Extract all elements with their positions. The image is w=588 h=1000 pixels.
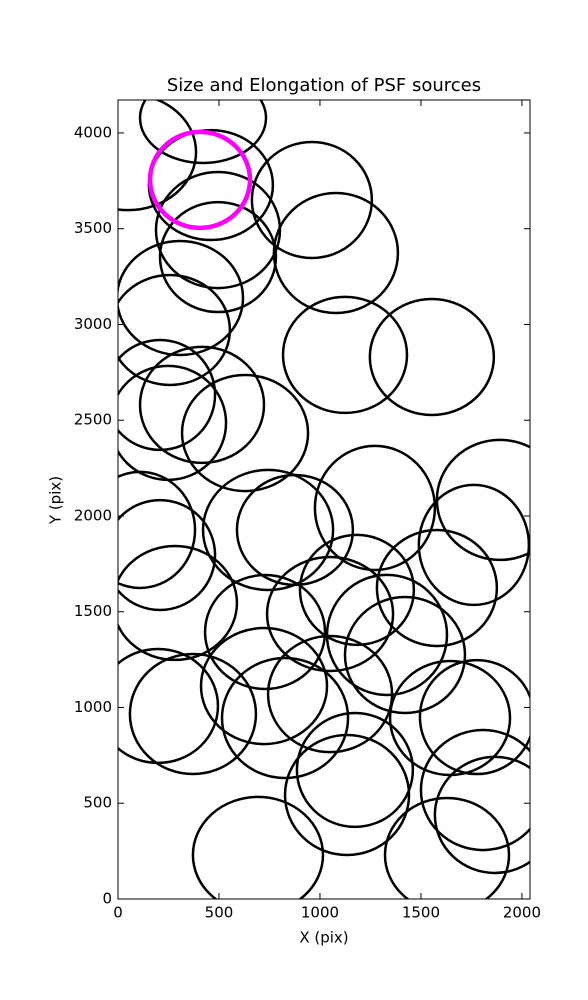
y-tick-label: 2000 (74, 506, 112, 524)
y-tick-label: 0 (102, 890, 112, 908)
psf-ellipse (180, 373, 310, 493)
x-tick-label: 2000 (503, 904, 541, 922)
y-axis-label: Y (pix) (47, 476, 65, 525)
x-tick-label: 0 (113, 904, 123, 922)
psf-ellipse (201, 468, 335, 592)
x-tick-label: 500 (205, 904, 234, 922)
psf-ellipse (375, 528, 499, 648)
psf-ellipse (295, 711, 415, 829)
psf-ellipse (118, 239, 245, 357)
psf-ellipse (147, 129, 253, 231)
psf-ellipse (154, 170, 282, 290)
psf-ellipse (138, 100, 268, 165)
psf-ellipse (343, 595, 467, 715)
psf-ellipse (383, 796, 511, 899)
psf-ellipse (158, 200, 278, 314)
psf-ellipse (128, 652, 258, 776)
psf-ellipse (266, 634, 394, 754)
psf-ellipse (433, 755, 530, 875)
psf-ellipse (281, 295, 409, 415)
psf-ellipse (313, 444, 437, 572)
chart-title: Size and Elongation of PSF sources (167, 75, 481, 96)
psf-ellipse (417, 483, 530, 607)
y-tick-label: 3500 (74, 219, 112, 237)
y-tick-label: 4000 (74, 123, 112, 141)
psf-ellipse (220, 656, 350, 780)
psf-ellipse (435, 438, 530, 562)
psf-ellipse (118, 544, 239, 662)
plot-area (118, 100, 530, 899)
psf-ellipse (118, 100, 198, 212)
psf-ellipse (265, 555, 395, 673)
psf-ellipse (118, 273, 232, 387)
psf-ellipse (235, 473, 355, 587)
psf-ellipse (368, 297, 496, 417)
psf-ellipse (283, 733, 411, 857)
x-tick-label: 1000 (301, 904, 339, 922)
x-tick-label: 1500 (402, 904, 440, 922)
psf-ellipse (118, 498, 217, 612)
y-tick-label: 2500 (74, 411, 112, 429)
axes-frame (117, 99, 531, 900)
psf-ellipse (419, 728, 530, 852)
psf-ellipse (418, 658, 530, 776)
psf-ellipse (325, 573, 449, 697)
psf-ellipse (199, 626, 329, 746)
psf-ellipse (272, 191, 400, 315)
psf-ellipse (203, 573, 327, 691)
psf-ellipse (118, 338, 217, 452)
y-tick-label: 3000 (74, 315, 112, 333)
psf-ellipse (118, 647, 220, 765)
x-axis-label: X (pix) (299, 929, 348, 947)
psf-ellipse (118, 470, 197, 590)
y-tick-label: 1000 (74, 698, 112, 716)
psf-ellipse (298, 533, 416, 647)
y-tick-label: 1500 (74, 602, 112, 620)
psf-ellipse (250, 140, 374, 260)
psf-ellipse (191, 795, 325, 899)
psf-ellipse (138, 345, 266, 465)
y-tick-label: 500 (83, 794, 112, 812)
